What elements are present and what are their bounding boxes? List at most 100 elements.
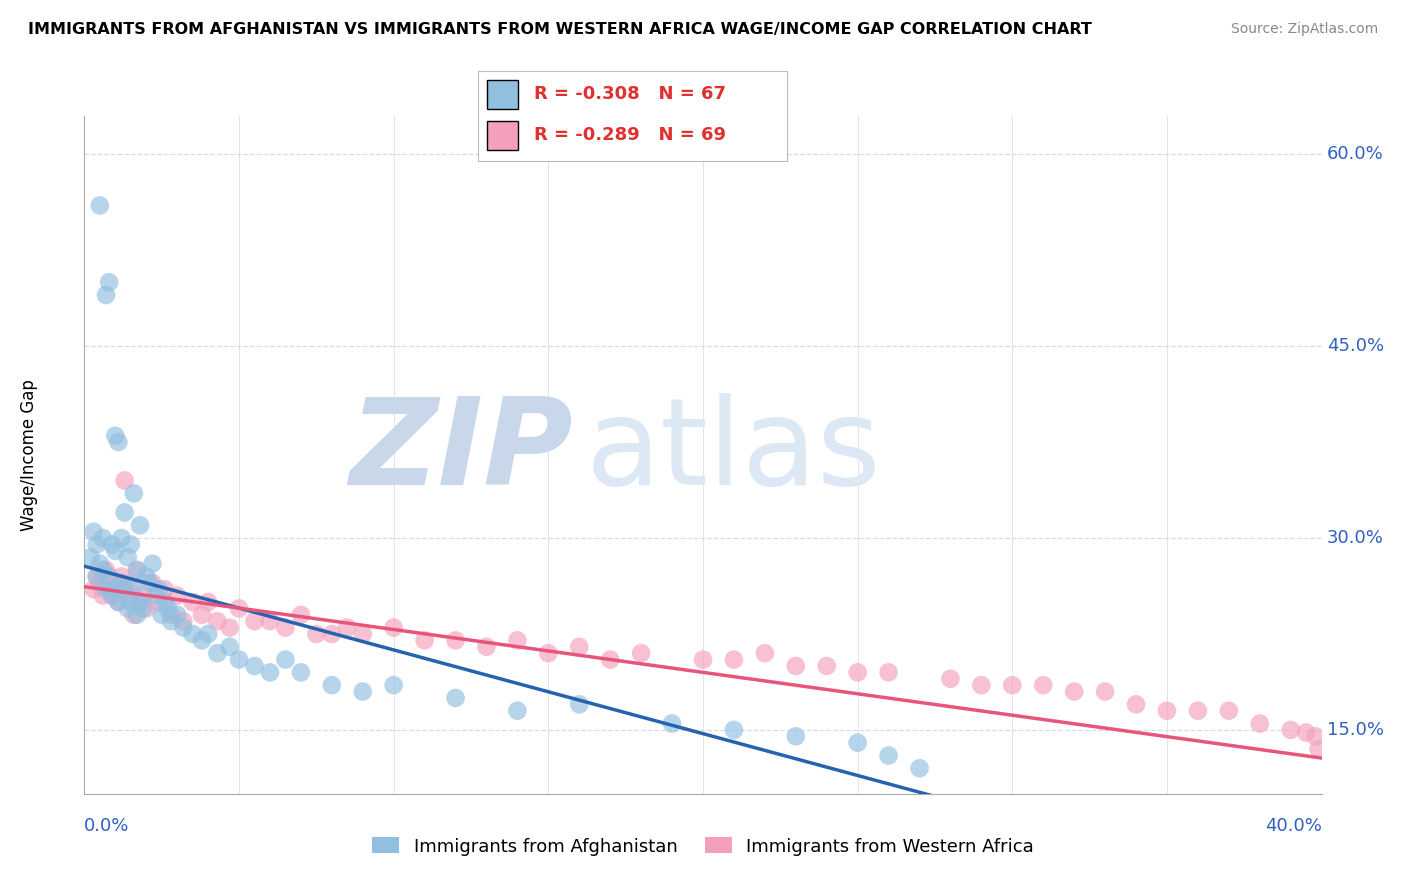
Point: [568, 640, 591, 654]
Point: [274, 652, 297, 666]
Point: [1032, 678, 1054, 692]
Point: [98, 582, 121, 597]
Point: [1218, 704, 1240, 718]
Point: [785, 729, 807, 743]
Point: [122, 582, 145, 597]
Point: [83, 582, 105, 597]
Point: [1001, 678, 1024, 692]
Text: 30.0%: 30.0%: [1327, 529, 1384, 547]
Point: [129, 595, 152, 609]
FancyBboxPatch shape: [488, 121, 519, 150]
Point: [172, 614, 194, 628]
Point: [94, 563, 117, 577]
Point: [321, 678, 343, 692]
Point: [352, 684, 374, 698]
Point: [104, 428, 127, 442]
Point: [723, 723, 745, 737]
Point: [122, 607, 145, 622]
Text: Wage/Income Gap: Wage/Income Gap: [20, 379, 38, 531]
Point: [117, 589, 139, 603]
Point: [506, 704, 529, 718]
Point: [98, 569, 121, 583]
Point: [101, 589, 124, 603]
Point: [98, 275, 121, 289]
Point: [89, 557, 111, 571]
Point: [132, 589, 155, 603]
Point: [132, 601, 155, 615]
Point: [86, 569, 108, 583]
Point: [181, 627, 204, 641]
Point: [86, 569, 108, 583]
Point: [908, 761, 931, 775]
Point: [1187, 704, 1209, 718]
Point: [630, 646, 652, 660]
Point: [86, 537, 108, 551]
Point: [1308, 742, 1330, 756]
Text: atlas: atlas: [585, 393, 882, 510]
Legend: Immigrants from Afghanistan, Immigrants from Western Africa: Immigrants from Afghanistan, Immigrants …: [366, 830, 1040, 863]
Point: [970, 678, 993, 692]
Point: [114, 506, 136, 520]
Point: [107, 595, 129, 609]
Text: 15.0%: 15.0%: [1327, 721, 1384, 739]
Text: ZIP: ZIP: [349, 393, 574, 510]
Point: [153, 595, 176, 609]
Point: [1279, 723, 1302, 737]
Point: [89, 198, 111, 212]
Point: [413, 633, 436, 648]
Point: [135, 569, 157, 583]
Point: [91, 531, 114, 545]
Point: [172, 621, 194, 635]
Point: [723, 652, 745, 666]
Point: [1125, 698, 1147, 712]
Point: [846, 665, 869, 680]
Point: [877, 665, 900, 680]
Point: [181, 595, 204, 609]
Point: [352, 627, 374, 641]
Text: 40.0%: 40.0%: [1265, 817, 1322, 835]
Point: [135, 601, 157, 615]
Point: [117, 550, 139, 565]
Point: [129, 595, 152, 609]
Point: [122, 486, 145, 500]
Point: [475, 640, 498, 654]
Point: [305, 627, 328, 641]
Point: [94, 582, 117, 597]
Point: [243, 659, 266, 673]
Point: [290, 607, 312, 622]
Point: [120, 537, 142, 551]
Point: [692, 652, 714, 666]
Point: [568, 698, 591, 712]
Point: [148, 582, 170, 597]
Point: [537, 646, 560, 660]
Point: [94, 288, 117, 302]
Point: [259, 665, 281, 680]
Point: [104, 544, 127, 558]
Point: [1305, 729, 1327, 743]
FancyBboxPatch shape: [488, 80, 519, 109]
Point: [382, 678, 405, 692]
Point: [110, 531, 132, 545]
Point: [104, 575, 127, 590]
Point: [101, 589, 124, 603]
Text: R = -0.308   N = 67: R = -0.308 N = 67: [534, 85, 725, 103]
Point: [228, 601, 250, 615]
Point: [156, 601, 179, 615]
Point: [207, 646, 229, 660]
Point: [141, 557, 163, 571]
Point: [79, 550, 101, 565]
Text: IMMIGRANTS FROM AFGHANISTAN VS IMMIGRANTS FROM WESTERN AFRICA WAGE/INCOME GAP CO: IMMIGRANTS FROM AFGHANISTAN VS IMMIGRANT…: [28, 22, 1092, 37]
Point: [290, 665, 312, 680]
Point: [166, 607, 188, 622]
Point: [125, 607, 148, 622]
Point: [846, 736, 869, 750]
Point: [104, 582, 127, 597]
Point: [321, 627, 343, 641]
Text: 45.0%: 45.0%: [1327, 337, 1384, 355]
Point: [129, 518, 152, 533]
Point: [785, 659, 807, 673]
Point: [153, 582, 176, 597]
Point: [815, 659, 838, 673]
Text: 0.0%: 0.0%: [84, 817, 129, 835]
Point: [114, 474, 136, 488]
